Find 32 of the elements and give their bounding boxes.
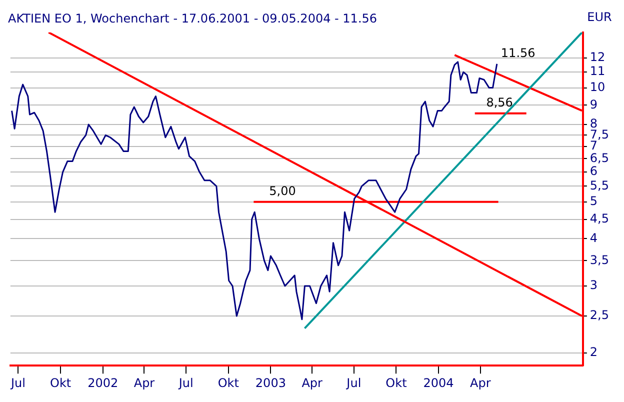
y-tick-label: 5 (590, 194, 598, 208)
y-tick-label: 4,5 (590, 211, 610, 226)
y-tick-label: 6,5 (590, 150, 610, 165)
x-tick-label: Jul (10, 376, 26, 390)
y-tick-label: 11 (590, 64, 606, 78)
x-tick-label: Apr (470, 376, 491, 390)
x-tick-label: Apr (134, 376, 155, 390)
x-tick-label: Okt (50, 376, 72, 390)
y-tick-label: 10 (590, 80, 606, 94)
x-tick-label: Okt (218, 376, 240, 390)
y-tick-label: 3,5 (590, 252, 610, 267)
y-tick-label: 5,5 (590, 178, 610, 192)
y-tick-label: 2,5 (590, 308, 610, 322)
y-tick-label: 7 (590, 138, 598, 153)
y-tick-label: 9 (590, 97, 598, 112)
annotation: 8,56 (486, 96, 513, 110)
x-tick-label: 2003 (255, 376, 286, 390)
y-tick-label: 2 (590, 344, 598, 359)
x-tick-label: 2002 (88, 376, 118, 390)
y-tick-label: 4 (590, 230, 598, 245)
y-axis-title: EUR (587, 10, 612, 24)
x-tick-label: Jul (346, 376, 362, 390)
x-tick-label: Jul (178, 376, 194, 390)
x-tick-label: Apr (302, 376, 323, 390)
y-tick-label: 12 (590, 50, 606, 64)
y-tick-label: 6 (590, 164, 598, 178)
chart-title: AKTIEN EO 1, Wochenchart - 17.06.2001 - 09.05.2004 - 11.56 (8, 11, 378, 26)
annotation: 11.56 (500, 46, 536, 60)
x-tick-label: 2004 (423, 376, 454, 390)
y-tick-label: 3 (590, 278, 598, 292)
annotation: 5,00 (269, 184, 296, 198)
x-tick-label: Okt (386, 376, 408, 390)
